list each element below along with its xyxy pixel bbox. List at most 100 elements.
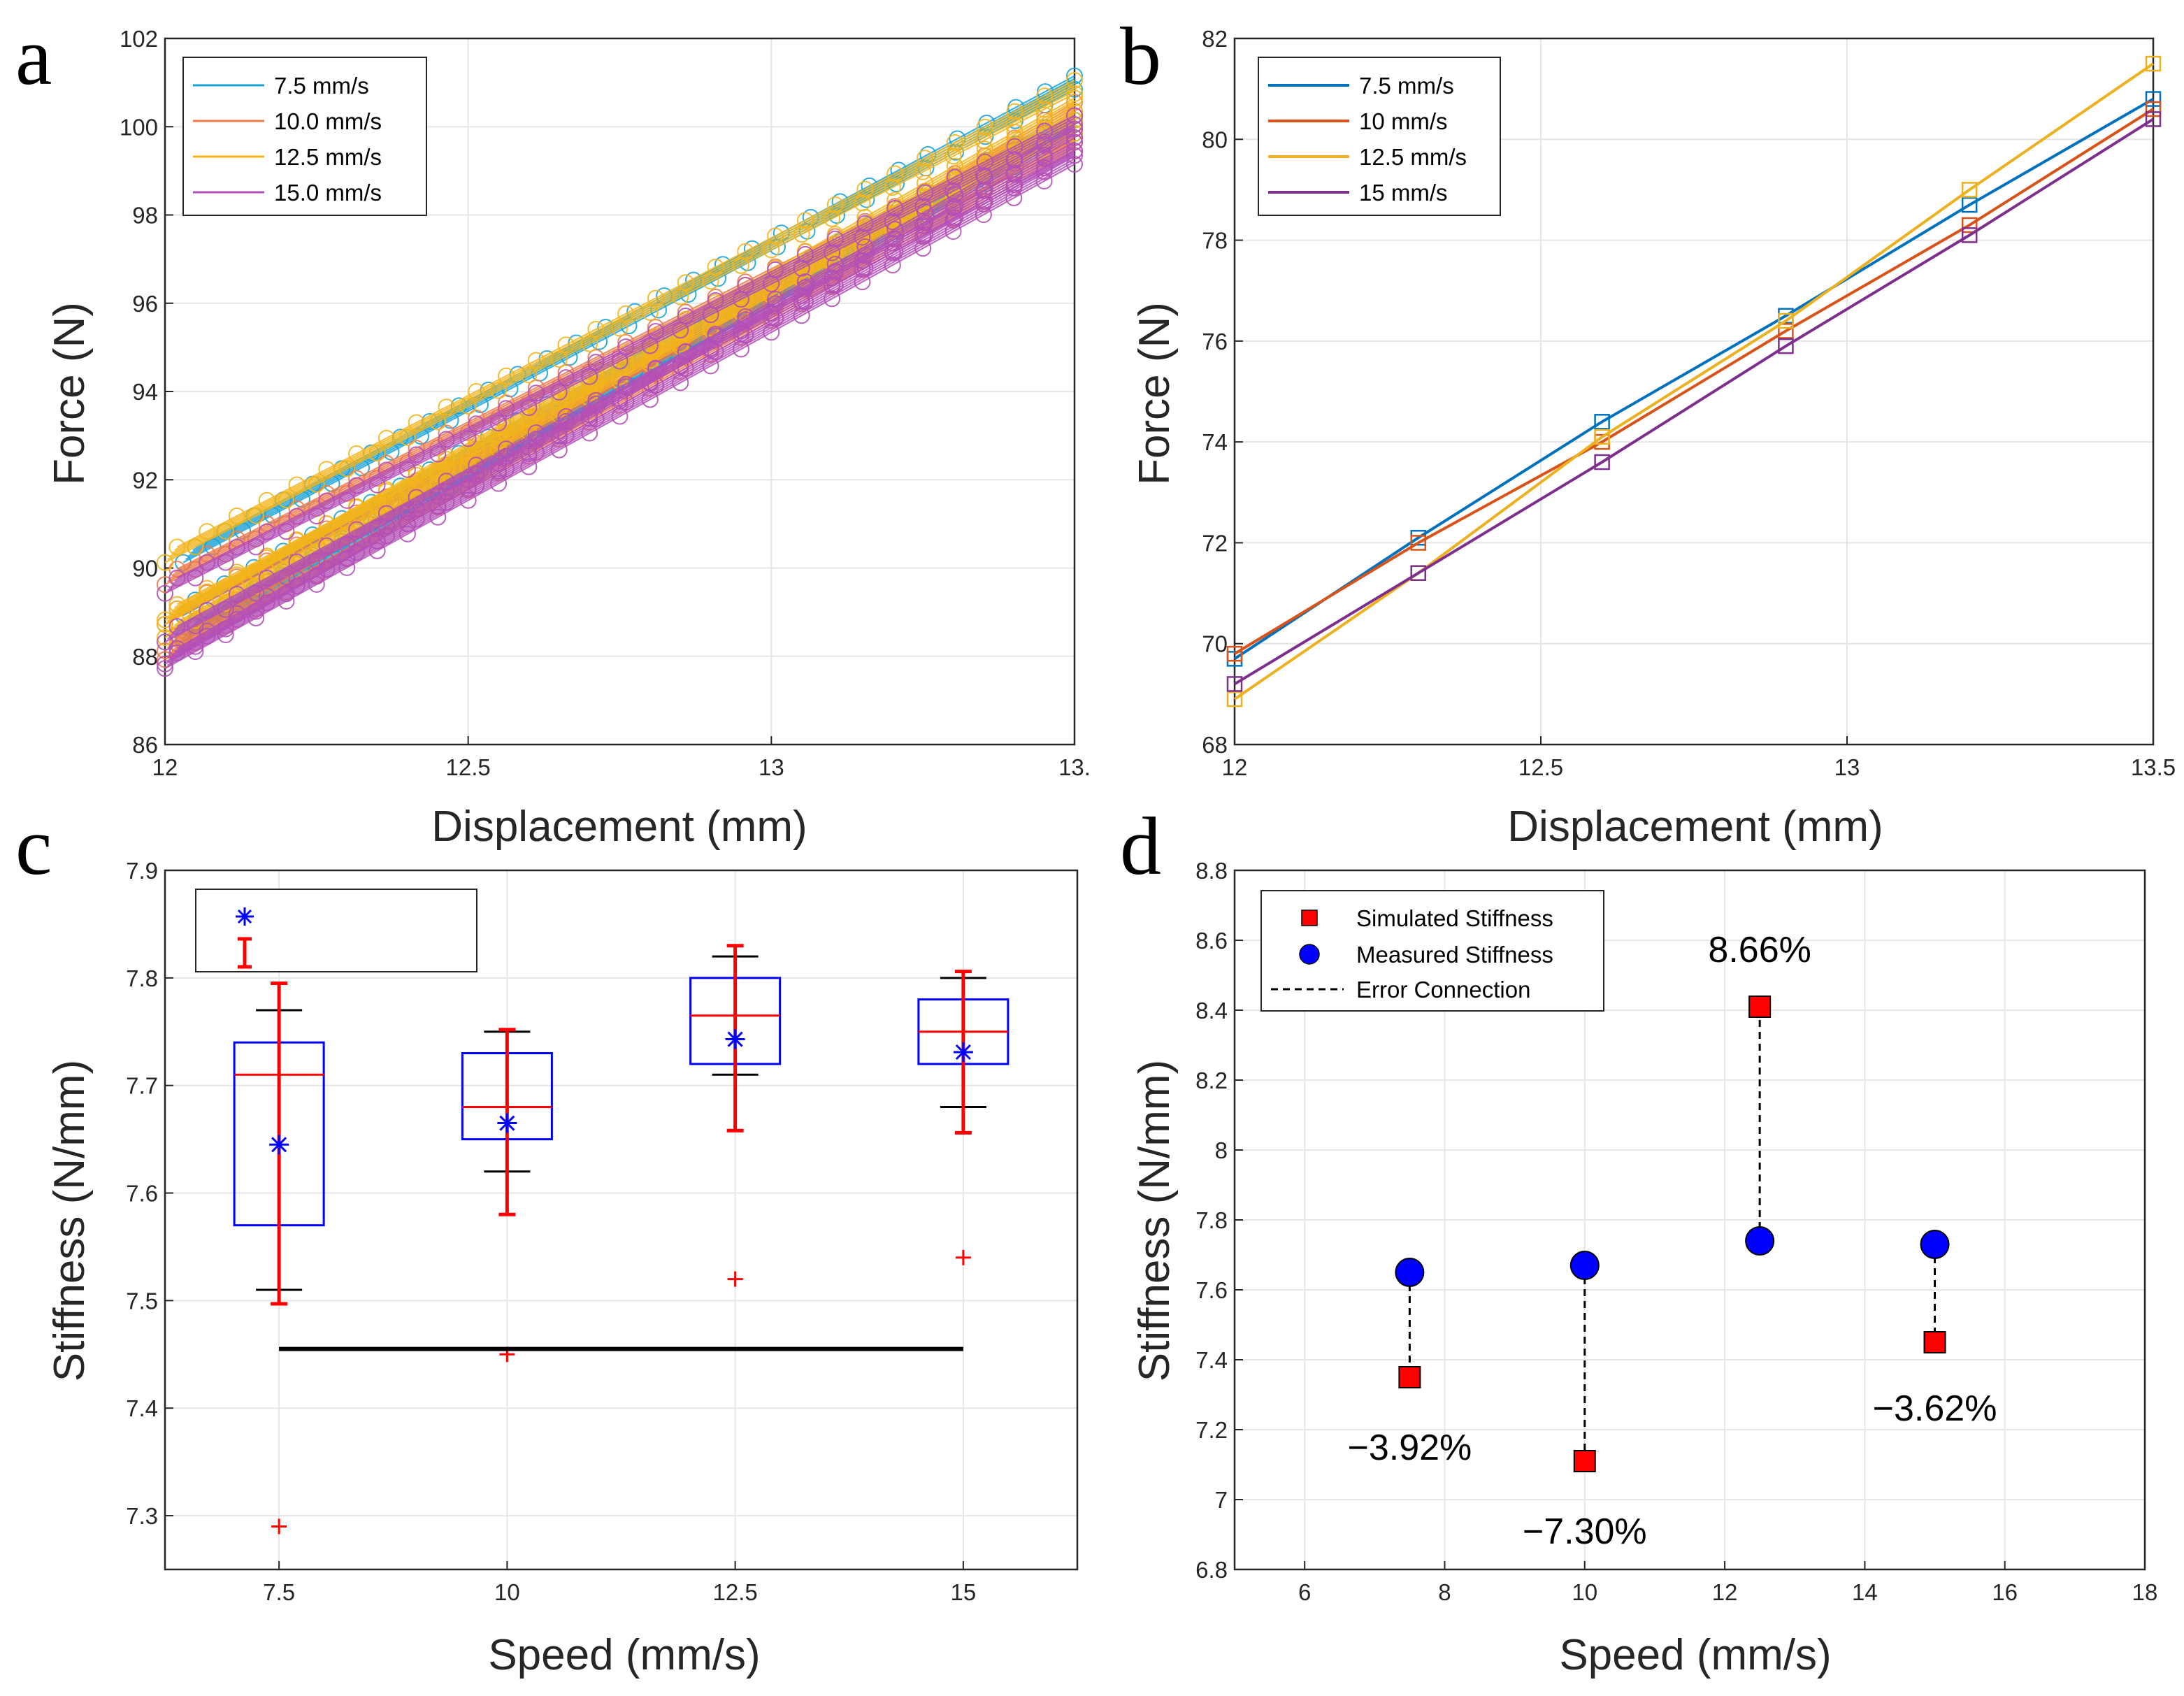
data-point — [157, 655, 173, 673]
data-point — [2145, 55, 2162, 72]
legend-label: 7.5 mm/s — [1359, 73, 1454, 99]
data-point — [438, 450, 455, 468]
legend-label: Error Connection — [1356, 977, 1530, 1002]
data-point — [886, 221, 904, 238]
data-point — [468, 383, 485, 400]
chart-panel-b: 12 12.5 13 13.5 68 70 72 74 76 78 80 82 7.5 mm/s 10 m… — [1202, 26, 2176, 780]
panel-a-xlabel: Displacement (mm) — [431, 803, 807, 851]
x-tick-label: 10 — [1572, 1579, 1597, 1605]
data-point — [677, 274, 694, 292]
data-point — [1961, 227, 1978, 243]
y-tick-label: 8.6 — [1195, 928, 1228, 954]
data-point — [737, 276, 754, 294]
legend-box — [195, 889, 477, 972]
data-point — [707, 325, 724, 343]
data-point — [796, 245, 814, 263]
data-point — [976, 168, 993, 186]
data-point — [498, 447, 515, 465]
data-point — [157, 554, 173, 571]
data-point — [438, 482, 455, 500]
legend-mean-stroke — [237, 909, 252, 924]
legend-label: 10.0 mm/s — [274, 108, 382, 134]
y-tick-label: 7.5 — [126, 1288, 158, 1314]
series-line — [164, 92, 1075, 563]
data-point — [527, 352, 545, 369]
y-tick-label: 82 — [1202, 26, 1228, 52]
y-tick-label: 96 — [132, 291, 158, 317]
data-point — [587, 320, 605, 338]
data-point — [1006, 103, 1023, 120]
data-point — [2145, 91, 2162, 107]
data-point — [1066, 107, 1083, 124]
data-point — [647, 289, 664, 307]
y-tick-label: 8.4 — [1195, 998, 1228, 1023]
data-point — [348, 521, 366, 538]
outlier-marker — [955, 1249, 971, 1265]
data-point — [917, 174, 934, 192]
data-point — [378, 482, 395, 500]
data-point — [157, 584, 173, 602]
data-point — [856, 215, 874, 232]
data-point — [468, 415, 485, 433]
data-point — [946, 134, 963, 151]
x-tick-label: 13. — [1058, 754, 1091, 780]
data-point — [408, 446, 425, 463]
axes-frame — [1233, 37, 2155, 746]
data-point — [258, 569, 275, 587]
x-tick-label: 7.5 — [263, 1579, 295, 1605]
panel-letter-d: d — [1120, 800, 1161, 892]
data-point — [886, 199, 904, 217]
mean-marker — [725, 1029, 745, 1049]
data-point — [168, 640, 186, 657]
x-tick-label: 13.5 — [2131, 754, 2176, 780]
data-point — [1594, 429, 1610, 445]
x-tick-label: 6 — [1298, 1579, 1311, 1605]
y-tick-label: 72 — [1202, 530, 1228, 556]
data-point — [1778, 312, 1794, 329]
data-point — [737, 308, 754, 325]
x-tick-label: 13 — [1834, 754, 1860, 780]
y-tick-label: 7.6 — [1195, 1277, 1228, 1303]
data-point — [1961, 182, 1978, 198]
data-point — [856, 238, 874, 256]
y-tick-label: 94 — [132, 379, 158, 405]
data-point — [796, 273, 814, 290]
data-point — [1961, 217, 1978, 233]
panel-a-ylabel: Force (N) — [45, 302, 94, 485]
panel-b-xlabel: Displacement (mm) — [1507, 803, 1883, 851]
data-point — [587, 354, 605, 371]
data-point — [826, 230, 844, 247]
simulated-point — [1398, 1366, 1421, 1388]
panel-b-ylabel: Force (N) — [1130, 302, 1179, 485]
data-point — [1036, 87, 1054, 105]
chart-panel-c: 7.5 10 12.5 15 7.3 7.4 7.5 7.6 7.7 7.8 7.9 — [126, 858, 1079, 1605]
data-point — [408, 414, 425, 431]
data-point — [258, 491, 275, 509]
data-point — [468, 457, 485, 474]
legend-label: 12.5 mm/s — [274, 144, 382, 170]
series-line — [166, 125, 1075, 591]
y-tick-label: 7.7 — [126, 1073, 158, 1099]
legend-simulated-marker — [1301, 910, 1318, 926]
data-point — [168, 596, 186, 613]
outlier-marker — [271, 1518, 287, 1535]
series-line — [1233, 62, 2155, 700]
x-tick-label: 13 — [759, 754, 784, 780]
data-point — [1226, 691, 1243, 707]
legend-label: 7.5 mm/s — [274, 73, 369, 99]
mean-marker-stroke — [955, 1044, 971, 1061]
data-point — [348, 535, 366, 552]
y-tick-label: 92 — [132, 467, 158, 493]
y-tick-label: 98 — [132, 203, 158, 229]
data-point — [318, 461, 336, 478]
y-tick-label: 7.4 — [1195, 1347, 1228, 1373]
error-percent-label: 8.66% — [1708, 930, 1811, 970]
y-tick-label: 7.6 — [126, 1181, 158, 1207]
measured-point — [1920, 1230, 1950, 1259]
y-tick-label: 70 — [1202, 631, 1228, 657]
series-line — [166, 90, 1075, 561]
axes-frame — [164, 869, 1079, 1571]
data-point — [1778, 338, 1794, 354]
data-point — [288, 553, 306, 570]
series-line — [174, 126, 1075, 653]
